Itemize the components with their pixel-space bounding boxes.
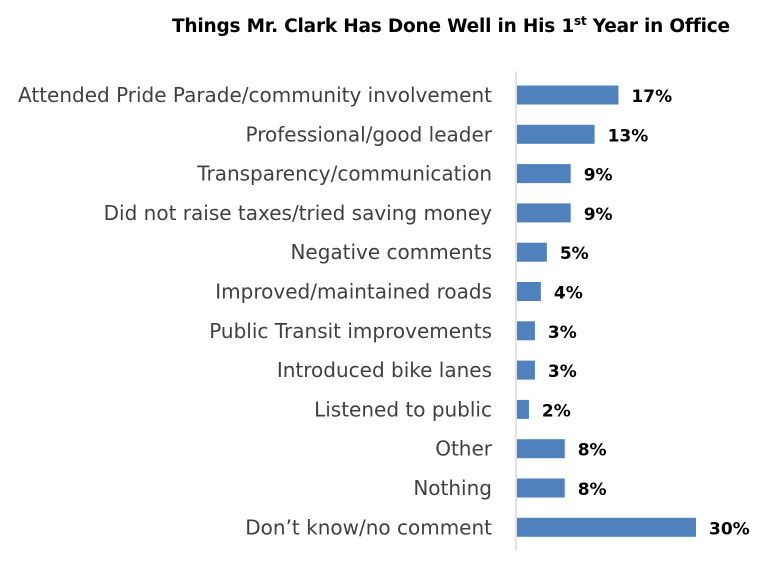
data-label: 13% [608,126,649,146]
category-label: Don’t know/no comment [245,515,492,539]
category-label: Public Transit improvements [209,319,492,343]
bar [517,85,619,105]
data-label: 9% [584,205,613,225]
data-label: 4% [554,284,583,304]
data-label: 9% [584,166,613,186]
category-label: Introduced bike lanes [277,358,492,382]
data-label: 17% [631,87,672,107]
category-label: Nothing [413,476,492,500]
bar [517,203,571,223]
bar [517,282,541,301]
bar [517,399,529,419]
category-label: Listened to public [314,397,492,421]
bar [517,242,547,262]
data-label: 30% [709,519,750,539]
bar [517,439,565,459]
category-label: Did not raise taxes/tried saving money [104,201,492,225]
data-label: 5% [560,244,589,264]
bar [517,321,535,341]
chart-title-superscript: st [574,14,587,28]
data-label: 3% [548,323,577,343]
data-label: 8% [578,480,607,500]
data-label: 2% [542,401,571,421]
bar [517,517,696,537]
category-label: Other [435,437,493,461]
chart-title-main: Things Mr. Clark Has Done Well in His 1 [172,16,574,37]
chart-title-end: Year in Office [586,16,730,37]
bar [517,124,595,144]
bar [517,164,571,184]
category-label: Professional/good leader [246,122,493,146]
category-label: Negative comments [290,240,492,264]
bar [517,360,535,380]
category-label: Improved/maintained roads [215,280,492,304]
data-label: 3% [548,362,577,382]
data-label: 8% [578,441,607,461]
bar [517,478,565,498]
category-label: Attended Pride Parade/community involvem… [18,83,492,107]
chart-title: Things Mr. Clark Has Done Well in His 1s… [172,14,772,37]
category-label: Transparency/communication [196,162,492,186]
